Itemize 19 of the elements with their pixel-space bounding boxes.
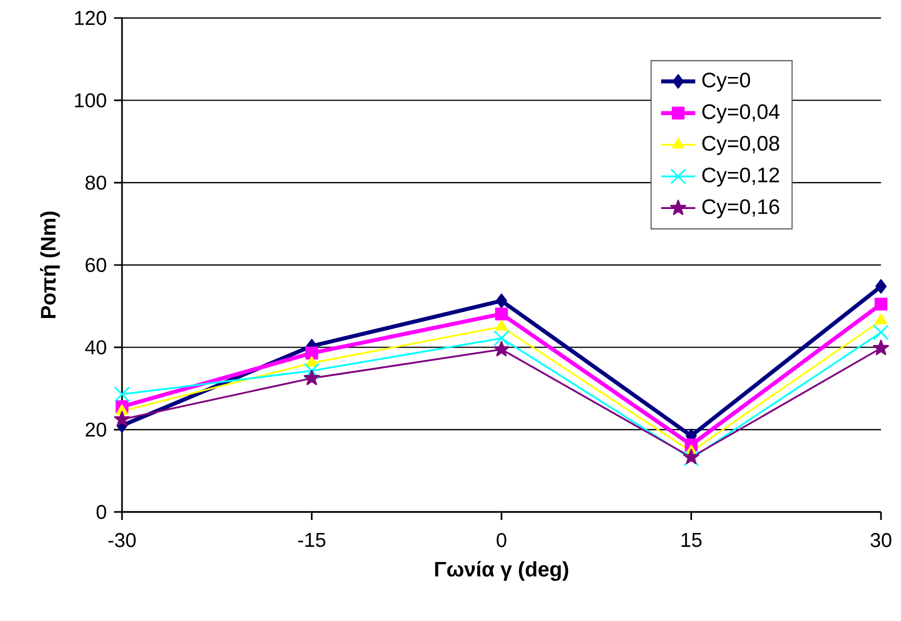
legend-label: Cy=0,12 (702, 168, 779, 187)
y-axis-title: Ροπή (Nm) (40, 212, 60, 318)
y-tick-label: 120 (75, 10, 106, 26)
y-tick-label: 60 (86, 258, 106, 272)
y-tick-label: 80 (86, 176, 106, 190)
y-tick-label: 100 (75, 93, 106, 108)
legend-label: Cy=0 (702, 72, 750, 92)
legend-label: Cy=0,16 (702, 199, 780, 218)
legend-label: Cy=0,08 (702, 136, 780, 155)
legend-label: Cy=0,04 (702, 104, 780, 124)
x-tick-label: -30 (108, 533, 136, 548)
x-tick-label: 15 (682, 533, 702, 548)
y-tick-label: 40 (85, 340, 106, 354)
x-tick-label: 30 (870, 533, 892, 548)
x-axis-title: Γωνία γ (deg) (435, 560, 568, 581)
x-tick-label: -15 (298, 533, 326, 548)
y-tick-label: 20 (86, 422, 106, 437)
y-tick-label: 0 (96, 504, 106, 520)
x-tick-label: 0 (496, 533, 506, 548)
